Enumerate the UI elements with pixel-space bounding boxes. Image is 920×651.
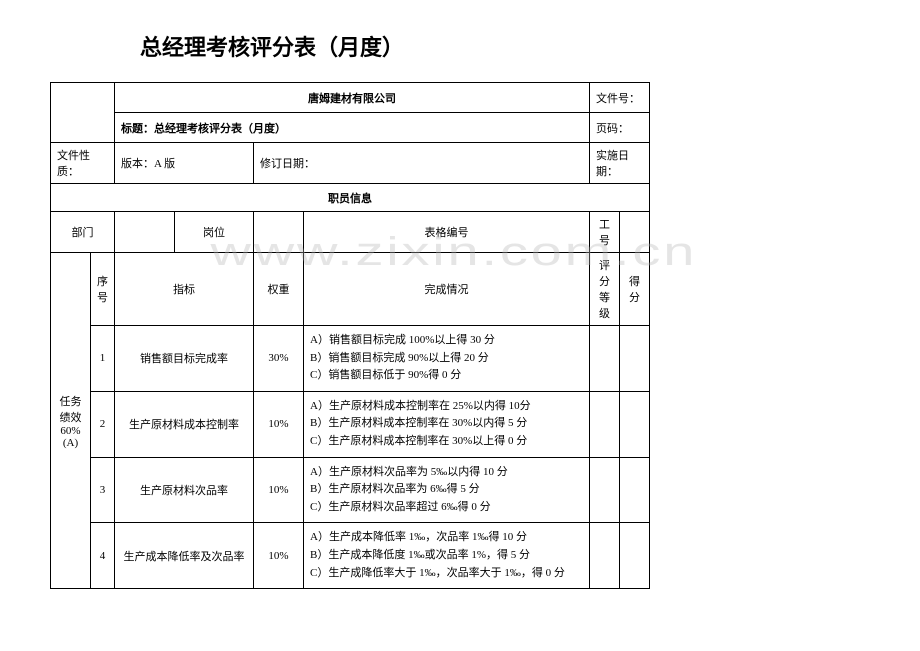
row-criteria: A）销售额目标完成 100%以上得 30 分B）销售额目标完成 90%以上得 2…: [304, 326, 590, 392]
row-weight: 10%: [254, 523, 304, 589]
row-criteria: A）生产原材料次品率为 5‰以内得 10 分B）生产原材料次品率为 6‰得 5 …: [304, 457, 590, 523]
col-weight: 权重: [254, 253, 304, 326]
dept-label: 部门: [51, 212, 115, 253]
row-criteria: A）生产成本降低率 1‰，次品率 1‰得 10 分B）生产成本降低度 1‰或次品…: [304, 523, 590, 589]
col-indicator: 指标: [115, 253, 254, 326]
col-score: 得分: [620, 253, 650, 326]
row-indicator: 销售额目标完成率: [115, 326, 254, 392]
row-weight: 30%: [254, 326, 304, 392]
row-indicator: 生产原材料次品率: [115, 457, 254, 523]
row-seq: 1: [91, 326, 115, 392]
category-name: 任务绩效60%(A): [51, 253, 91, 589]
row-indicator: 生产原材料成本控制率: [115, 391, 254, 457]
table-row: 1 销售额目标完成率 30% A）销售额目标完成 100%以上得 30 分B）销…: [51, 326, 650, 392]
formno-label: 表格编号: [304, 212, 590, 253]
version-value: A 版: [154, 158, 175, 170]
page-label: 页码：: [590, 113, 650, 143]
empno-label: 工号: [590, 212, 620, 253]
row-weight: 10%: [254, 391, 304, 457]
table-row: 4 生产成本降低率及次品率 10% A）生产成本降低率 1‰，次品率 1‰得 1…: [51, 523, 650, 589]
revision-label: 修订日期：: [254, 143, 590, 184]
effective-label: 实施日期：: [590, 143, 650, 184]
col-completion: 完成情况: [304, 253, 590, 326]
company-name: 唐姆建材有限公司: [115, 83, 590, 113]
table-row: 2 生产原材料成本控制率 10% A）生产原材料成本控制率在 25%以内得 10…: [51, 391, 650, 457]
subtitle-label: 标题：: [121, 123, 154, 135]
row-criteria: A）生产原材料成本控制率在 25%以内得 10分B）生产原材料成本控制率在 30…: [304, 391, 590, 457]
col-seq: 序号: [91, 253, 115, 326]
employee-section-title: 职员信息: [51, 184, 650, 212]
row-indicator: 生产成本降低率及次品率: [115, 523, 254, 589]
page-title: 总经理考核评分表（月度）: [140, 30, 870, 62]
row-weight: 10%: [254, 457, 304, 523]
assessment-table: 唐姆建材有限公司 文件号： 标题：总经理考核评分表（月度） 页码： 文件性质： …: [50, 82, 650, 589]
doc-no-label: 文件号：: [590, 83, 650, 113]
row-seq: 2: [91, 391, 115, 457]
col-grade: 评分等级: [590, 253, 620, 326]
subtitle-value: 总经理考核评分表（月度）: [154, 123, 286, 135]
row-seq: 4: [91, 523, 115, 589]
row-seq: 3: [91, 457, 115, 523]
position-label: 岗位: [175, 212, 254, 253]
version-label: 版本：: [121, 158, 154, 170]
doc-nature-label: 文件性质：: [51, 143, 115, 184]
table-row: 3 生产原材料次品率 10% A）生产原材料次品率为 5‰以内得 10 分B）生…: [51, 457, 650, 523]
